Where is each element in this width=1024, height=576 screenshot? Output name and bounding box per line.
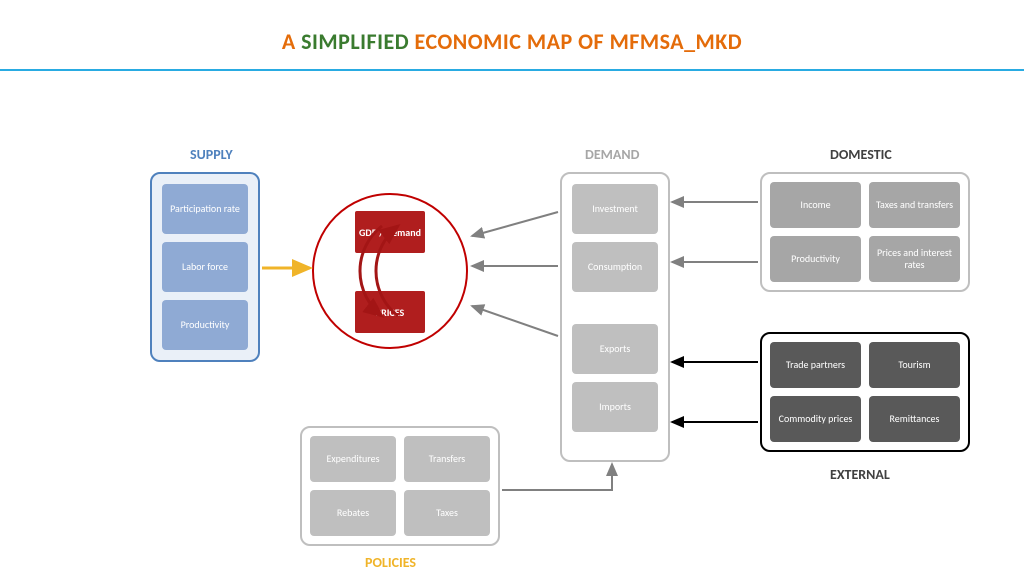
supply-cell: Productivity [162,300,248,350]
page-title: A SIMPLIFIED ECONOMIC MAP OF MFMSA_MKD [0,0,1024,69]
external-cell: Remittances [869,396,960,442]
domestic-cell: Productivity [770,236,861,282]
supply-panel: Participation rate Labor force Productiv… [150,172,260,362]
external-panel: Trade partners Tourism Commodity prices … [760,332,970,452]
demand-cell: Investment [572,184,658,234]
title-part-2: ECONOMIC MAP OF MFMSA_MKD [415,28,743,55]
demand-cell: Imports [572,382,658,432]
external-cell: Tourism [869,342,960,388]
demand-panel: Investment Consumption Exports Imports [560,172,670,462]
core-gdp: GDP / Demand [355,211,425,253]
policies-cell: Rebates [310,490,396,536]
external-cell: Commodity prices [770,396,861,442]
policies-cell: Expenditures [310,436,396,482]
external-cell: Trade partners [770,342,861,388]
policies-cell: Taxes [404,490,490,536]
label-domestic: DOMESTIC [830,146,892,163]
label-policies: POLICIES [365,554,416,571]
domestic-cell: Taxes and transfers [869,182,960,228]
label-demand: DEMAND [585,146,639,163]
diagram-stage: SUPPLY DEMAND DOMESTIC EXTERNAL POLICIES… [0,96,1024,576]
policies-panel: Expenditures Transfers Rebates Taxes [300,426,500,546]
domestic-panel: Income Taxes and transfers Productivity … [760,172,970,292]
supply-cell: Labor force [162,242,248,292]
title-part-0: A [282,28,301,55]
label-external: EXTERNAL [830,466,890,483]
demand-cell: Exports [572,324,658,374]
domestic-cell: Prices and interest rates [869,236,960,282]
core-prices: PRICES [355,291,425,333]
title-part-1: SIMPLIFIED [301,28,414,55]
policies-cell: Transfers [404,436,490,482]
supply-cell: Participation rate [162,184,248,234]
title-rule [0,69,1024,71]
domestic-cell: Income [770,182,861,228]
demand-cell: Consumption [572,242,658,292]
label-supply: SUPPLY [190,146,233,163]
